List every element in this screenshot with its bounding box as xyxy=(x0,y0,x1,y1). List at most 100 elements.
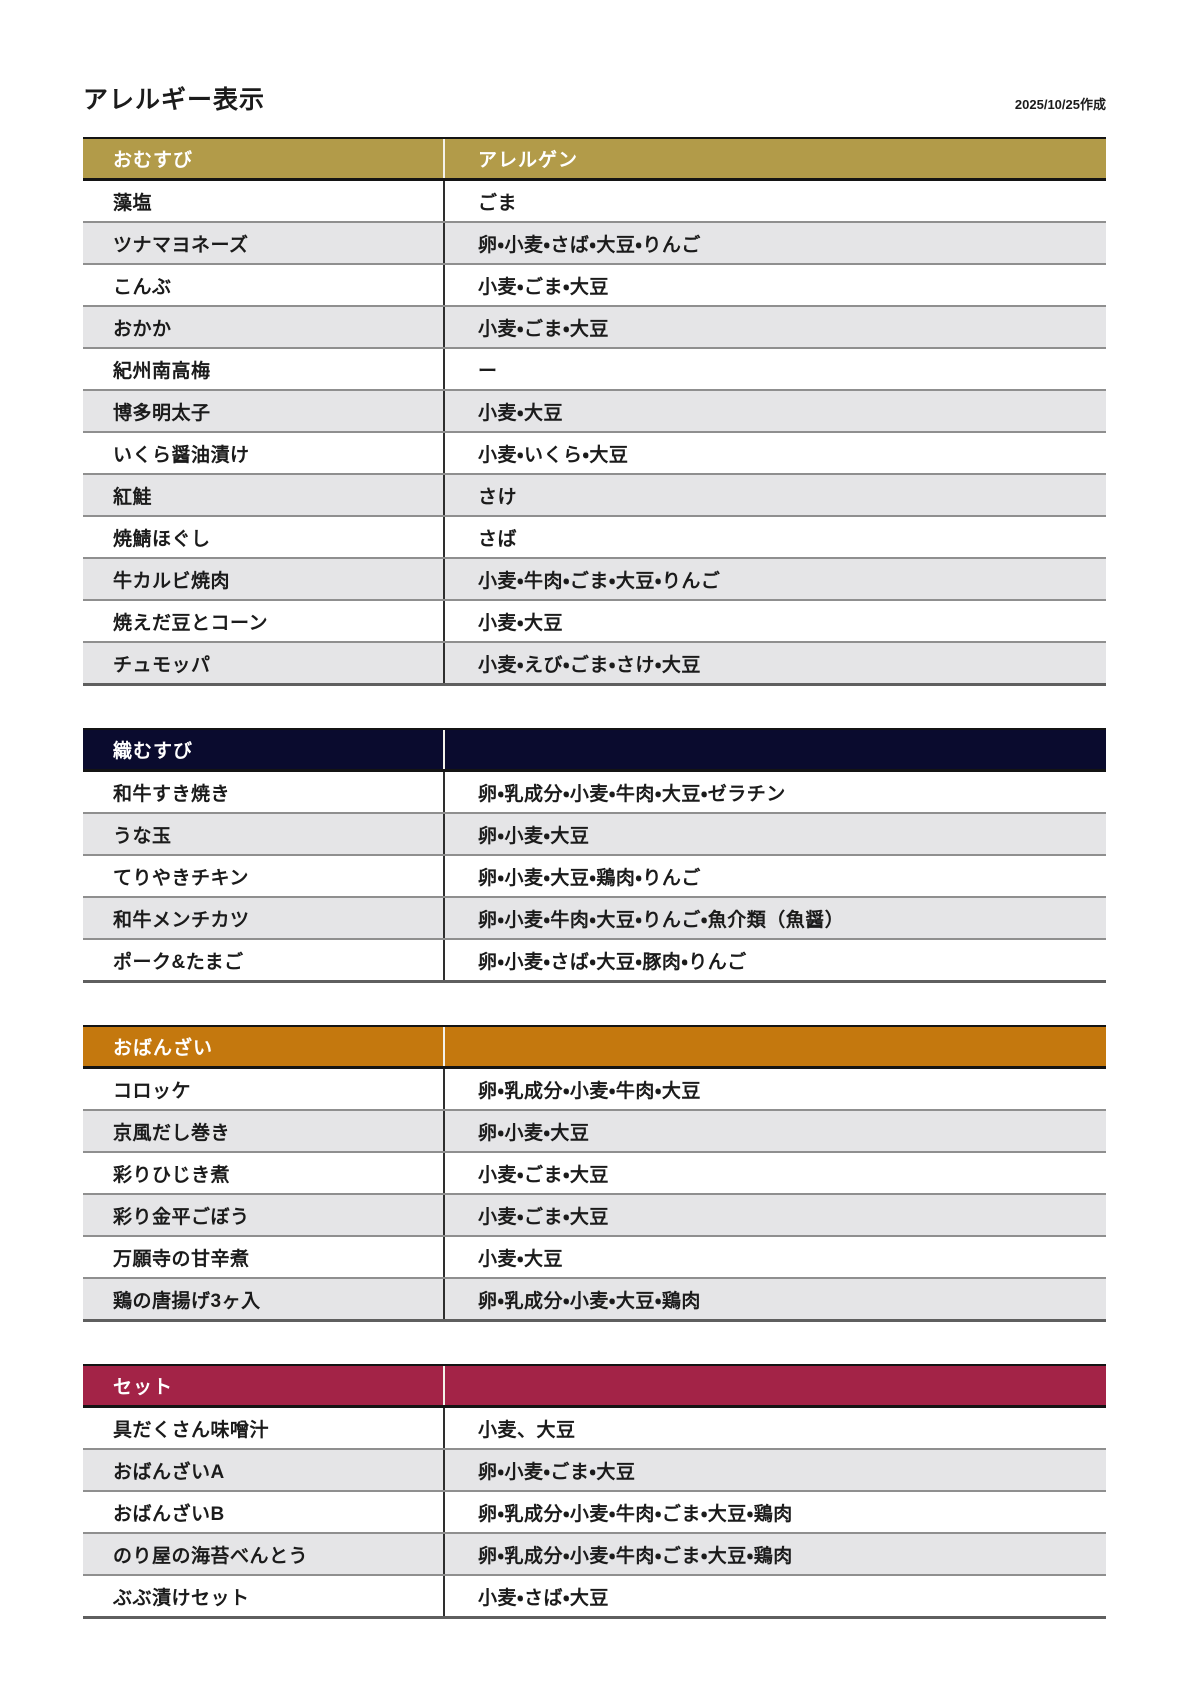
table-row: のり屋の海苔べんとう 卵・乳成分・小麦・牛肉・ごま・大豆・鶏肉 xyxy=(83,1534,1106,1576)
table-row: こんぶ 小麦・ごま・大豆 xyxy=(83,265,1106,307)
allergen-cell: 卵・小麦・さば・大豆・豚肉・りんご xyxy=(443,940,1106,980)
table-row: うな玉 卵・小麦・大豆 xyxy=(83,814,1106,856)
item-name-cell: ぶぶ漬けセット xyxy=(113,1587,250,1609)
allergen-header-label: アレルゲン xyxy=(443,139,1106,178)
table-row: 和牛メンチカツ 卵・小麦・牛肉・大豆・りんご・魚介類（魚醤） xyxy=(83,898,1106,940)
item-name-cell: てりやきチキン xyxy=(113,867,249,889)
item-name-cell: ツナマヨネーズ xyxy=(113,234,249,256)
allergen-cell: 小麦・大豆 xyxy=(443,391,1106,431)
table-omusubi-header: おむすび アレルゲン xyxy=(83,137,1106,181)
created-date: 2025/10/25作成 xyxy=(1014,97,1106,112)
table-row: ポーク&たまご 卵・小麦・さば・大豆・豚肉・りんご xyxy=(83,940,1106,983)
item-name-cell: 藻塩 xyxy=(113,192,153,214)
table-set-header: セット xyxy=(83,1364,1106,1408)
sheet-header: アレルギー表示 2025/10/25作成 xyxy=(83,80,1106,116)
table-obanzai-header: おばんざい xyxy=(83,1025,1106,1069)
item-name-cell: のり屋の海苔べんとう xyxy=(113,1545,309,1567)
allergen-cell: 小麦・牛肉・ごま・大豆・りんご xyxy=(443,559,1106,599)
allergen-cell: 卵・乳成分・小麦・牛肉・ごま・大豆・鶏肉 xyxy=(443,1534,1106,1574)
table-row: おばんざいA 卵・小麦・ごま・大豆 xyxy=(83,1450,1106,1492)
allergen-cell: 卵・乳成分・小麦・牛肉・大豆・ゼラチン xyxy=(443,772,1106,812)
item-name-cell: 鶏の唐揚げ3ヶ入 xyxy=(113,1290,261,1312)
table-row: 京風だし巻き 卵・小麦・大豆 xyxy=(83,1111,1106,1153)
allergen-header-label xyxy=(443,1027,1106,1066)
table-row: ぶぶ漬けセット 小麦・さば・大豆 xyxy=(83,1576,1106,1619)
page-title: アレルギー表示 xyxy=(83,86,266,114)
table-row: 鶏の唐揚げ3ヶ入 卵・乳成分・小麦・大豆・鶏肉 xyxy=(83,1279,1106,1322)
category-header-label: おばんざい xyxy=(113,1038,214,1059)
allergen-cell: 卵・小麦・大豆 xyxy=(443,1111,1106,1151)
table-row: 博多明太子 小麦・大豆 xyxy=(83,391,1106,433)
item-name-cell: 焼えだ豆とコーン xyxy=(113,612,269,634)
table-row: 和牛すき焼き 卵・乳成分・小麦・牛肉・大豆・ゼラチン xyxy=(83,772,1106,814)
table-row: 焼えだ豆とコーン 小麦・大豆 xyxy=(83,601,1106,643)
table-row: 万願寺の甘辛煮 小麦・大豆 xyxy=(83,1237,1106,1279)
allergen-cell: ごま xyxy=(443,181,1106,221)
table-row: チュモッパ 小麦・えび・ごま・さけ・大豆 xyxy=(83,643,1106,686)
table-row: 牛カルビ焼肉 小麦・牛肉・ごま・大豆・りんご xyxy=(83,559,1106,601)
allergen-cell: 小麦・さば・大豆 xyxy=(443,1576,1106,1616)
allergen-cell: 卵・小麦・ごま・大豆 xyxy=(443,1450,1106,1490)
allergen-cell: 小麦・大豆 xyxy=(443,1237,1106,1277)
table-row: 具だくさん味噌汁 小麦、大豆 xyxy=(83,1408,1106,1450)
category-header-label: おむすび xyxy=(113,150,194,171)
table-row: てりやきチキン 卵・小麦・大豆・鶏肉・りんご xyxy=(83,856,1106,898)
item-name-cell: コロッケ xyxy=(113,1080,192,1102)
item-name-cell: ポーク&たまご xyxy=(113,951,244,973)
allergen-cell: 小麦・ごま・大豆 xyxy=(443,265,1106,305)
item-name-cell: いくら醤油漬け xyxy=(113,444,250,466)
table-set: セット具だくさん味噌汁 小麦、大豆おばんざいA 卵・小麦・ごま・大豆おばんざいB 卵・… xyxy=(83,1364,1106,1619)
allergen-cell: ー xyxy=(443,349,1106,389)
item-name-cell: 彩り金平ごぼう xyxy=(113,1206,250,1228)
allergen-cell: 小麦・ごま・大豆 xyxy=(443,1153,1106,1193)
table-row: 彩り金平ごぼう 小麦・ごま・大豆 xyxy=(83,1195,1106,1237)
table-row: おばんざいB 卵・乳成分・小麦・牛肉・ごま・大豆・鶏肉 xyxy=(83,1492,1106,1534)
item-name-cell: チュモッパ xyxy=(113,654,211,676)
item-name-cell: おばんざいB xyxy=(113,1503,225,1525)
item-name-cell: 牛カルビ焼肉 xyxy=(113,570,231,592)
item-name-cell: 焼鯖ほぐし xyxy=(113,528,211,550)
table-row: 藻塩 ごま xyxy=(83,181,1106,223)
allergen-cell: 小麦・ごま・大豆 xyxy=(443,307,1106,347)
allergen-header-label xyxy=(443,730,1106,769)
table-orimusubi: 織むすび 和牛すき焼き 卵・乳成分・小麦・牛肉・大豆・ゼラチン うな玉 卵・小麦・大豆て… xyxy=(83,728,1106,983)
table-obanzai: おばんざい コロッケ 卵・乳成分・小麦・牛肉・大豆 京風だし巻き 卵・小麦・大豆 彩りひじ… xyxy=(83,1025,1106,1322)
allergen-cell: 小麦、大豆 xyxy=(443,1408,1106,1448)
table-row: おかか 小麦・ごま・大豆 xyxy=(83,307,1106,349)
allergen-cell: 小麦・大豆 xyxy=(443,601,1106,641)
item-name-cell: 彩りひじき煮 xyxy=(113,1164,231,1186)
allergen-cell: 小麦・いくら・大豆 xyxy=(443,433,1106,473)
allergen-cell: 小麦・ごま・大豆 xyxy=(443,1195,1106,1235)
item-name-cell: 紀州南高梅 xyxy=(113,360,211,382)
allergen-cell: 卵・小麦・大豆 xyxy=(443,814,1106,854)
table-row: コロッケ 卵・乳成分・小麦・牛肉・大豆 xyxy=(83,1069,1106,1111)
allergen-cell: 小麦・えび・ごま・さけ・大豆 xyxy=(443,643,1106,683)
table-row: 焼鯖ほぐし さば xyxy=(83,517,1106,559)
item-name-cell: 和牛すき焼き xyxy=(113,783,231,805)
item-name-cell: こんぶ xyxy=(113,276,172,298)
item-name-cell: うな玉 xyxy=(113,825,172,847)
table-row: 紀州南高梅 ー xyxy=(83,349,1106,391)
item-name-cell: 和牛メンチカツ xyxy=(113,909,250,931)
item-name-cell: 万願寺の甘辛煮 xyxy=(113,1248,250,1270)
item-name-cell: おばんざいA xyxy=(113,1461,225,1483)
allergen-cell: さば xyxy=(443,517,1106,557)
allergen-cell: さけ xyxy=(443,475,1106,515)
category-header-label: セット xyxy=(113,1377,174,1398)
allergen-cell: 卵・乳成分・小麦・牛肉・大豆 xyxy=(443,1069,1106,1109)
allergen-cell: 卵・小麦・大豆・鶏肉・りんご xyxy=(443,856,1106,896)
allergen-cell: 卵・乳成分・小麦・大豆・鶏肉 xyxy=(443,1279,1106,1319)
item-name-cell: 紅鮭 xyxy=(113,486,153,508)
category-header-label: 織むすび xyxy=(113,741,194,762)
item-name-cell: 博多明太子 xyxy=(113,402,211,424)
table-orimusubi-header: 織むすび xyxy=(83,728,1106,772)
item-name-cell: 京風だし巻き xyxy=(113,1122,231,1144)
allergen-cell: 卵・小麦・牛肉・大豆・りんご・魚介類（魚醤） xyxy=(443,898,1106,938)
table-row: 彩りひじき煮 小麦・ごま・大豆 xyxy=(83,1153,1106,1195)
allergy-tables: おむすび アレルゲン 藻塩 ごま ツナマヨネーズ 卵・小麦・さば・大豆・りんご こんぶ 小麦・… xyxy=(83,137,1106,1619)
allergen-cell: 卵・小麦・さば・大豆・りんご xyxy=(443,223,1106,263)
allergen-cell: 卵・乳成分・小麦・牛肉・ごま・大豆・鶏肉 xyxy=(443,1492,1106,1532)
table-row: いくら醤油漬け 小麦・いくら・大豆 xyxy=(83,433,1106,475)
table-row: ツナマヨネーズ 卵・小麦・さば・大豆・りんご xyxy=(83,223,1106,265)
table-row: 紅鮭 さけ xyxy=(83,475,1106,517)
